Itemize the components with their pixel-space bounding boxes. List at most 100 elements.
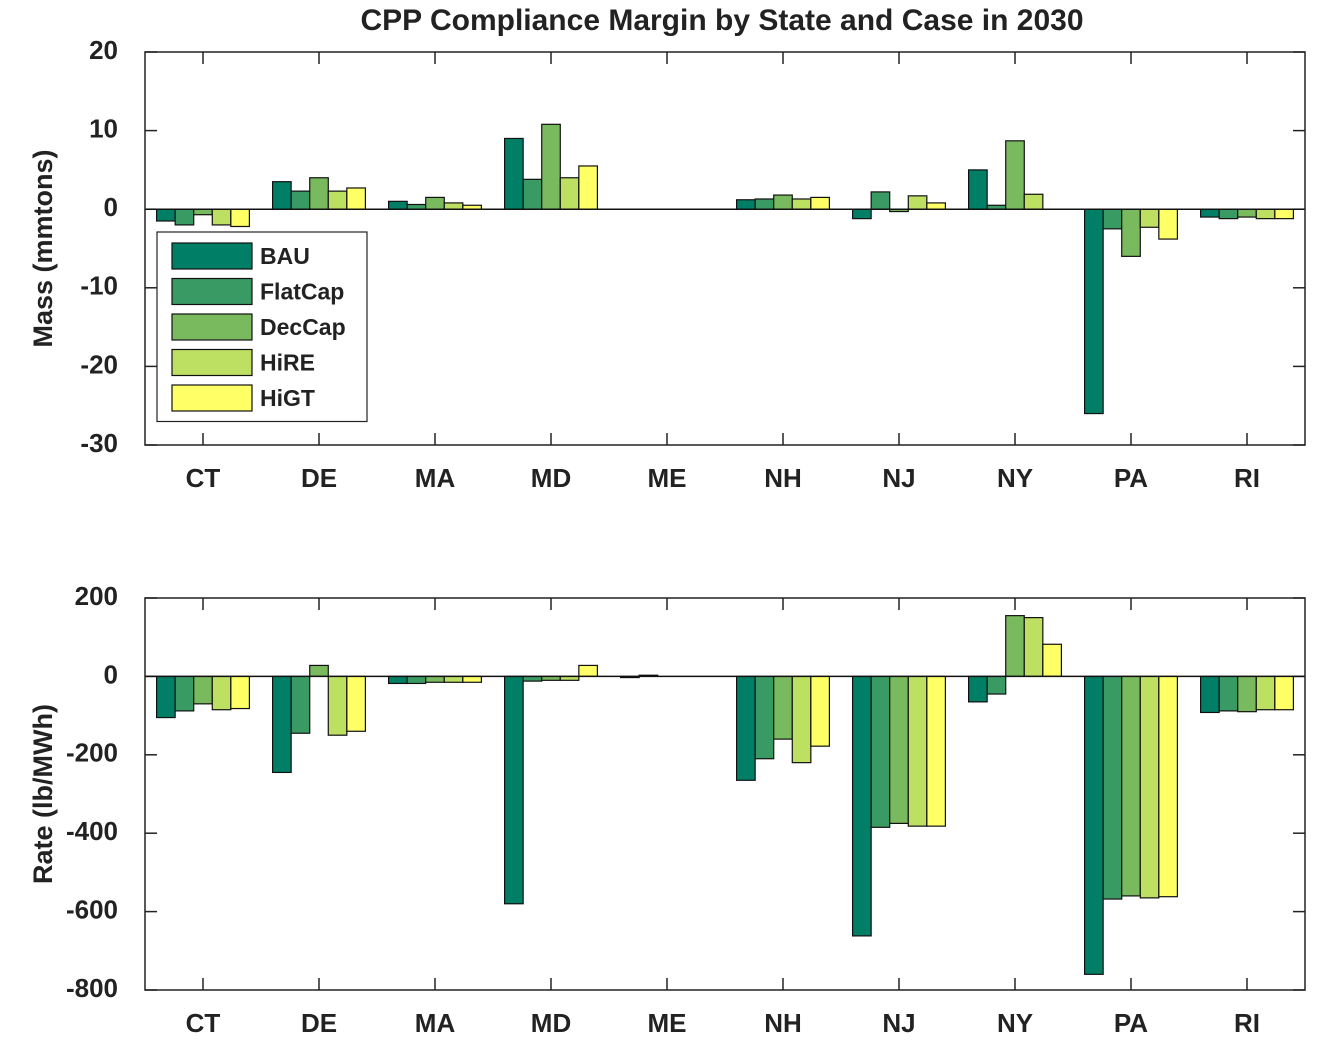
bar (522, 178, 543, 210)
bar (1158, 208, 1178, 240)
bar (1102, 675, 1123, 900)
bar (193, 208, 213, 216)
bar (504, 137, 524, 210)
bar (211, 675, 232, 711)
bar (1102, 208, 1123, 230)
bar (1199, 208, 1220, 218)
y-tick-label: -600 (66, 894, 118, 924)
legend-label: HiRE (260, 350, 315, 376)
bar (504, 675, 524, 905)
x-tick-label: CT (186, 463, 221, 493)
bar (230, 675, 250, 710)
bar (986, 675, 1007, 695)
bar (309, 664, 329, 678)
y-tick-label: -10 (80, 271, 118, 301)
bar (1237, 675, 1257, 713)
bar (754, 675, 775, 760)
x-tick-label: NY (997, 463, 1033, 493)
bar (1139, 675, 1160, 899)
bar (327, 675, 348, 736)
bar (1083, 675, 1104, 975)
bar (1255, 208, 1276, 220)
y-tick-label: 10 (89, 113, 118, 143)
bar (425, 675, 445, 683)
y-tick-label: 0 (104, 192, 118, 222)
bar (926, 675, 947, 827)
bar (735, 675, 756, 781)
chart-title: CPP Compliance Margin by State and Case … (360, 4, 1083, 37)
y-tick-label: -20 (80, 349, 118, 379)
bar (791, 675, 812, 764)
bar (810, 196, 831, 210)
bar (559, 177, 580, 210)
bar (870, 191, 891, 210)
y-axis-label: Rate (lb/MWh) (28, 704, 58, 884)
x-tick-label: PA (1114, 463, 1148, 493)
bar (1199, 675, 1220, 714)
bar (773, 194, 793, 210)
x-tick-label: ME (648, 1008, 687, 1038)
bar (1005, 615, 1025, 678)
x-tick-label: ME (648, 463, 687, 493)
legend-swatch (171, 277, 253, 306)
bar (1121, 208, 1141, 257)
bar (193, 675, 213, 705)
y-tick-label: -200 (66, 738, 118, 768)
bar (967, 675, 988, 703)
x-tick-label: NY (997, 1008, 1033, 1038)
x-tick-label: MA (415, 1008, 456, 1038)
bar (462, 675, 482, 683)
x-tick-label: NJ (882, 1008, 915, 1038)
x-tick-label: NJ (882, 463, 915, 493)
bar (1121, 675, 1141, 897)
bar (346, 187, 366, 210)
bar (889, 675, 909, 825)
bar (810, 675, 831, 747)
bar (1274, 208, 1294, 220)
legend-swatch (171, 313, 253, 341)
bar (174, 208, 195, 226)
x-tick-label: NH (764, 1008, 802, 1038)
axes-box (144, 597, 1306, 991)
bar (1139, 208, 1160, 228)
bar (851, 675, 872, 937)
bar (1005, 140, 1025, 210)
bar (443, 675, 464, 683)
bar (754, 198, 775, 210)
legend-swatch (171, 384, 253, 412)
bar (1218, 208, 1239, 220)
bar (156, 208, 176, 222)
legend-label: DecCap (260, 314, 346, 340)
bar (773, 675, 793, 740)
axes-box (144, 51, 1306, 446)
y-tick-label: 20 (89, 35, 118, 65)
bar (406, 675, 427, 685)
legend-swatch (171, 348, 253, 377)
bar (388, 675, 408, 685)
bar (851, 208, 872, 220)
x-tick-label: RI (1234, 1008, 1260, 1038)
legend-swatch (171, 242, 253, 270)
y-tick-label: 0 (104, 659, 118, 689)
x-tick-label: MD (531, 463, 571, 493)
bar (230, 208, 250, 228)
bar (907, 195, 928, 210)
bar (1023, 616, 1044, 677)
legend-label: FlatCap (260, 279, 344, 305)
y-tick-label: -400 (66, 816, 118, 846)
bar (346, 675, 366, 732)
x-tick-label: DE (301, 1008, 337, 1038)
bar (272, 181, 292, 210)
y-axis-label: Mass (mmtons) (28, 149, 58, 347)
bar (327, 190, 348, 210)
x-tick-label: NH (764, 463, 802, 493)
bar (870, 675, 891, 828)
bar (443, 202, 464, 210)
bar (174, 675, 195, 712)
bar (1042, 643, 1062, 677)
bar (1237, 208, 1257, 218)
bar (1158, 675, 1178, 898)
bar (425, 196, 445, 210)
y-tick-label: -800 (66, 973, 118, 1003)
